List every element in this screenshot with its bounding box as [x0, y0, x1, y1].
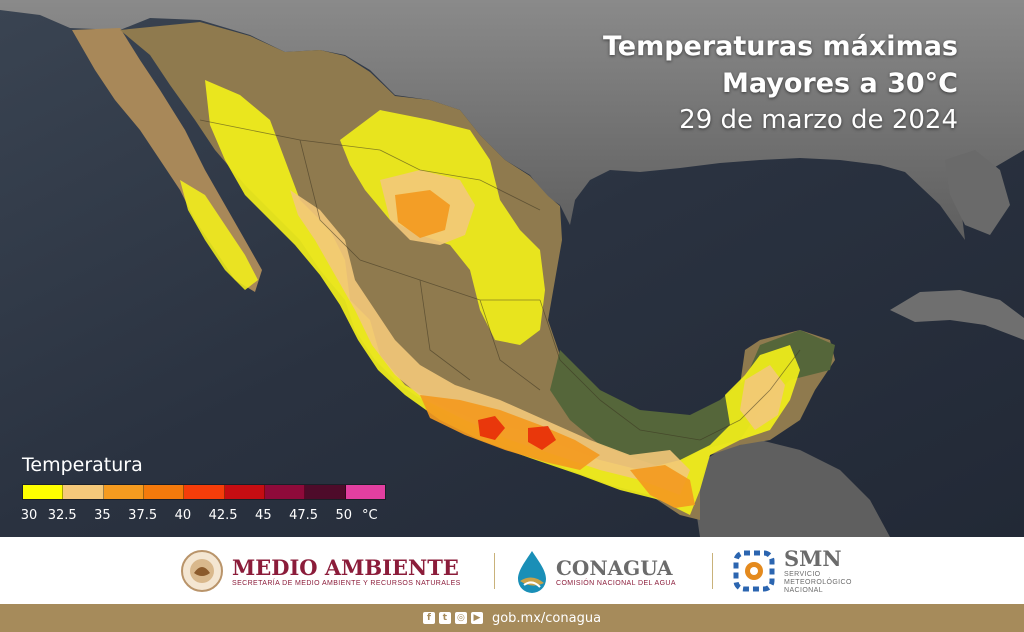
temp-zone-35: [395, 190, 450, 238]
mexico-seal-icon: [181, 550, 223, 592]
state-borders: [199, 119, 801, 441]
temp-zone-40b: [528, 426, 556, 450]
instagram-icon[interactable]: ◎: [454, 612, 467, 624]
legend-tick-label: 32.5: [47, 508, 77, 523]
legend-tick-label: 42.5: [208, 508, 238, 523]
legend-swatch: [264, 485, 306, 499]
cuba-land: [890, 290, 1024, 340]
logo-divider-2: [712, 553, 713, 589]
water-drop-icon: [518, 551, 546, 593]
legend-swatch: [103, 485, 144, 499]
map-title-line2: Mayores a 30°C: [721, 68, 958, 99]
medio-ambiente-logo: MEDIO AMBIENTE SECRETARÍA DE MEDIO AMBIE…: [180, 545, 461, 597]
map-graphic: [0, 0, 1024, 537]
legend-color-bar: [22, 484, 386, 500]
map-title-block: Temperaturas máximas Mayores a 30°C 29 d…: [603, 28, 958, 138]
smn-emblem-icon: [733, 550, 775, 592]
temp-zone-35-south: [420, 395, 600, 470]
legend-tick-label: 40: [174, 508, 192, 523]
legend-swatch: [345, 485, 385, 499]
temp-zone-40: [478, 416, 505, 440]
smn-subtitle-1: SERVICIO: [784, 571, 821, 578]
legend-tick-label: 37.5: [128, 508, 158, 523]
facebook-icon[interactable]: f: [422, 612, 435, 624]
twitter-icon[interactable]: t: [438, 612, 451, 624]
united-states-land: [0, 0, 1024, 240]
legend-swatch: [23, 485, 64, 499]
legend-title: Temperatura: [22, 454, 143, 476]
medio-ambiente-subtitle: SECRETARÍA DE MEDIO AMBIENTE Y RECURSOS …: [232, 579, 461, 587]
legend-tick-label: 30: [20, 508, 38, 523]
social-icons: f t ◎ ▶: [422, 612, 483, 624]
temp-zone-32: [290, 190, 690, 495]
smn-subtitle-2: METEOROLÓGICO: [784, 579, 852, 586]
smn-subtitle-3: NACIONAL: [784, 587, 823, 594]
legend-swatch: [63, 485, 104, 499]
conagua-logo: CONAGUA COMISIÓN NACIONAL DEL AGUA: [514, 545, 676, 597]
legend-swatch: [143, 485, 185, 499]
legend-swatch: [184, 485, 225, 499]
logo-strip: MEDIO AMBIENTE SECRETARÍA DE MEDIO AMBIE…: [0, 537, 1024, 604]
temp-zone-30-baja: [180, 180, 258, 290]
legend-swatch: [305, 485, 346, 499]
florida-land: [945, 150, 1010, 235]
legend-tick-label: 47.5: [289, 508, 319, 523]
footer-bar: f t ◎ ▶ gob.mx/conagua: [0, 604, 1024, 632]
legend-ticks: 30 32.5 35 37.5 40 42.5 45 47.5 50 °C: [20, 508, 392, 528]
temperature-map: Temperaturas máximas Mayores a 30°C 29 d…: [0, 0, 1024, 537]
youtube-icon[interactable]: ▶: [470, 612, 483, 624]
footer-url-link[interactable]: gob.mx/conagua: [491, 610, 602, 626]
legend-swatch: [224, 485, 265, 499]
conagua-name: CONAGUA: [556, 555, 673, 580]
temp-zone-35-chiapas: [630, 465, 695, 508]
central-america-land: [690, 440, 890, 537]
temperature-legend: Temperatura 30 32.5 35 37.5 40 42.5 45 47.5 50 °C: [20, 453, 392, 528]
legend-tick-label: 50: [335, 508, 353, 523]
legend-unit: °C: [361, 508, 378, 523]
conagua-subtitle: COMISIÓN NACIONAL DEL AGUA: [556, 579, 676, 587]
map-title-line1: Temperaturas máximas: [602, 31, 958, 62]
logo-divider-1: [494, 553, 495, 589]
legend-tick-label: 45: [255, 508, 272, 523]
smn-name: SMN: [784, 546, 842, 571]
legend-tick-label: 35: [94, 508, 111, 523]
medio-ambiente-name: MEDIO AMBIENTE: [232, 554, 459, 580]
map-date: 29 de marzo de 2024: [679, 105, 958, 135]
smn-logo: SMN SERVICIO METEOROLÓGICO NACIONAL: [732, 545, 852, 597]
